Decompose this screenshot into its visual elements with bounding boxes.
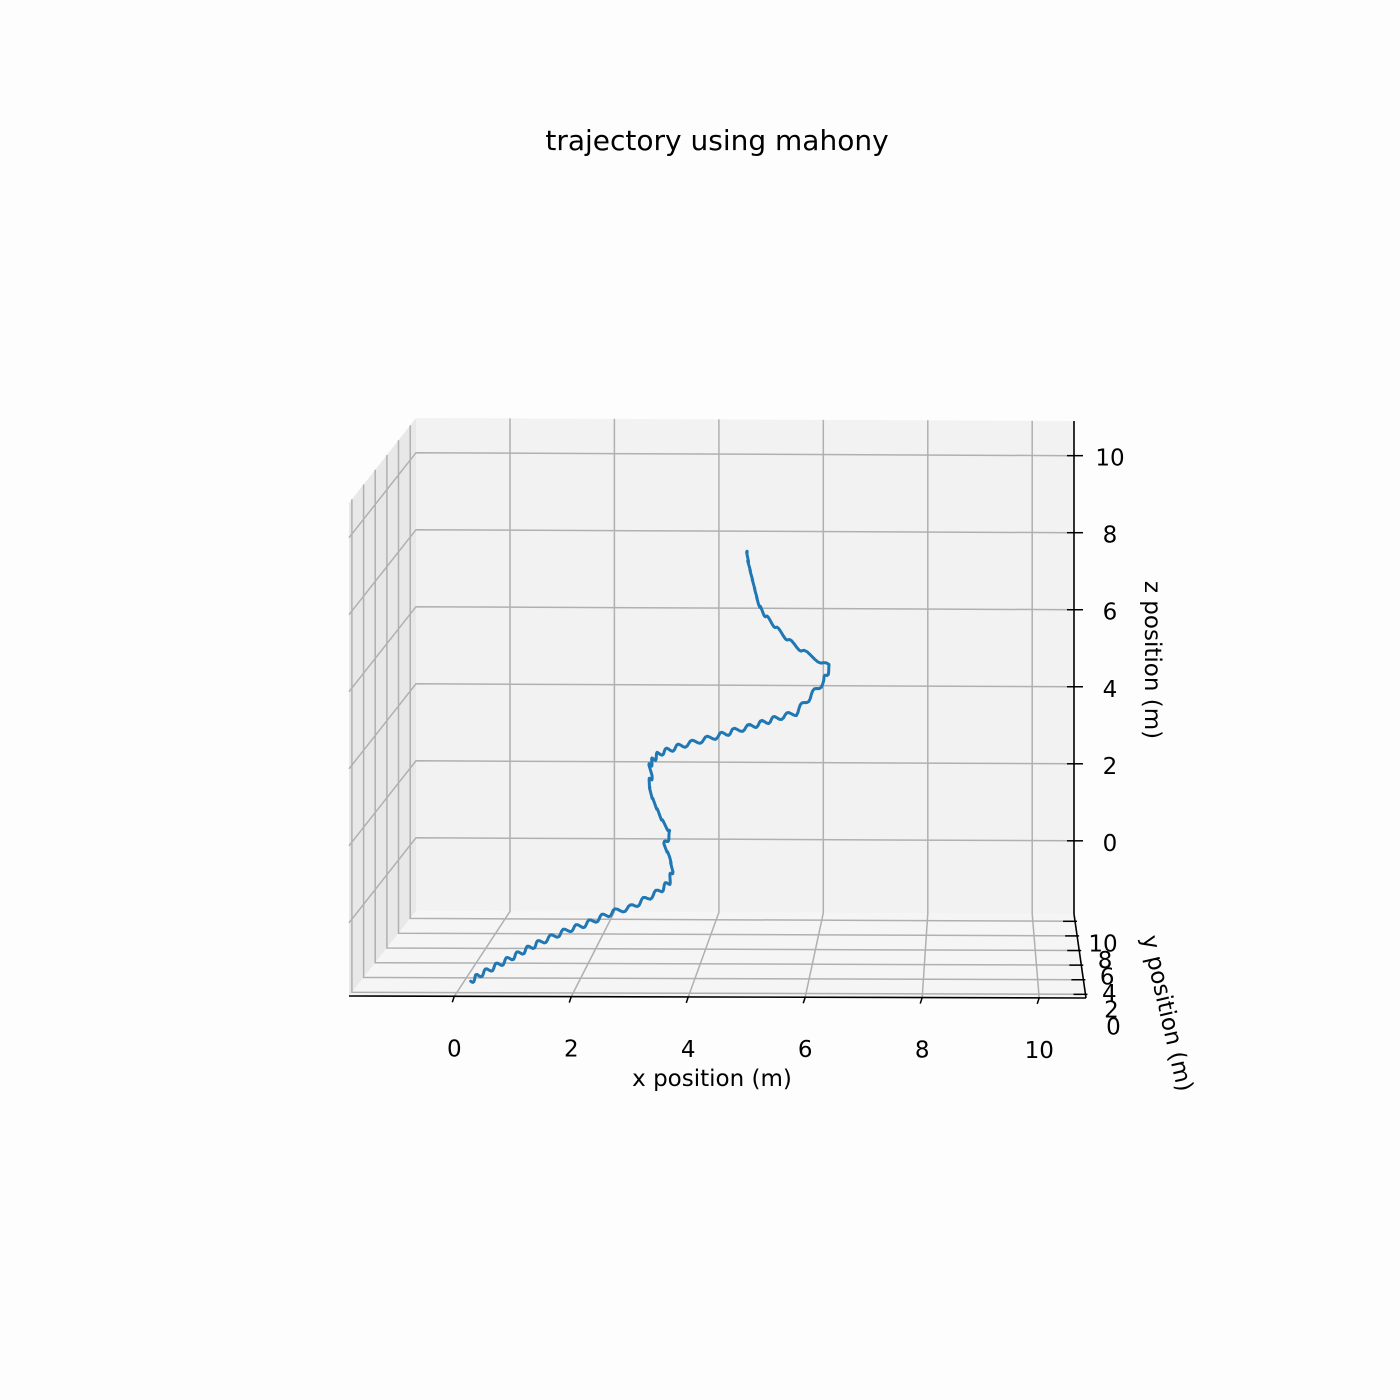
grid-line-z: [348, 837, 1075, 924]
grid-line-y: [374, 469, 1082, 966]
grid-line-z: [348, 605, 1075, 693]
x-tick: [685, 996, 689, 1004]
x-tick-label: 4: [681, 1037, 696, 1063]
y-axis-line: [1073, 913, 1087, 999]
z-tick-label: 2: [1103, 754, 1118, 780]
axis-panes: [349, 418, 1086, 998]
z-tick-label: 10: [1095, 446, 1124, 472]
z-tick-label: 8: [1103, 523, 1118, 549]
floor-pane: [349, 911, 1086, 998]
grid-line-y: [351, 499, 1086, 996]
grid-line-y: [397, 440, 1078, 937]
axis-lines: [348, 421, 1088, 1005]
grid-line-x: [1031, 420, 1040, 998]
y-axis-label: y position (m): [1136, 933, 1197, 1094]
grid-line-z: [348, 528, 1075, 616]
grid-line-z: [348, 451, 1075, 539]
chart-title: trajectory using mahony: [545, 124, 888, 157]
x-tick-label: 8: [915, 1038, 930, 1064]
grid-line-x: [687, 419, 720, 998]
grid-lines: [348, 418, 1086, 998]
z-tick-label: 6: [1103, 600, 1118, 626]
x-tick-label: 0: [447, 1036, 462, 1062]
z-tick-label: 4: [1103, 677, 1118, 703]
x-axis-label: x position (m): [632, 1066, 792, 1092]
grid-line-z: [348, 683, 1075, 770]
z-tick-label: 0: [1103, 831, 1118, 857]
x-tick-label: 6: [798, 1037, 813, 1063]
y-tick-label: 0: [1106, 1014, 1121, 1040]
series-layer: [469, 549, 831, 984]
grid-line-x: [921, 420, 929, 998]
grid-line-z: [348, 760, 1075, 847]
z-axis-label: z position (m): [1139, 581, 1165, 739]
x-tick: [1036, 997, 1040, 1005]
x-tick-label: 2: [564, 1037, 579, 1063]
trajectory-line: [469, 549, 831, 984]
grid-line-x: [453, 418, 511, 997]
y-tick-label: 10: [1088, 931, 1117, 957]
x-tick-label: 10: [1025, 1038, 1054, 1064]
x-tick: [919, 997, 923, 1004]
x-tick: [568, 996, 572, 1003]
y-tick-label: 4: [1102, 981, 1117, 1007]
y-tick-label: 8: [1098, 948, 1113, 974]
grid-line-y: [409, 425, 1076, 923]
y-tick-label: 2: [1104, 998, 1119, 1024]
grid-line-y: [386, 455, 1080, 952]
grid-line-x: [804, 419, 825, 998]
y-tick-label: 6: [1100, 965, 1115, 991]
x-axis-line: [348, 995, 1087, 999]
x-tick: [802, 997, 806, 1004]
back-pane: [416, 418, 1074, 914]
grid-line-y: [362, 484, 1084, 981]
grid-line-x: [570, 418, 616, 997]
x-tick: [451, 996, 455, 1003]
